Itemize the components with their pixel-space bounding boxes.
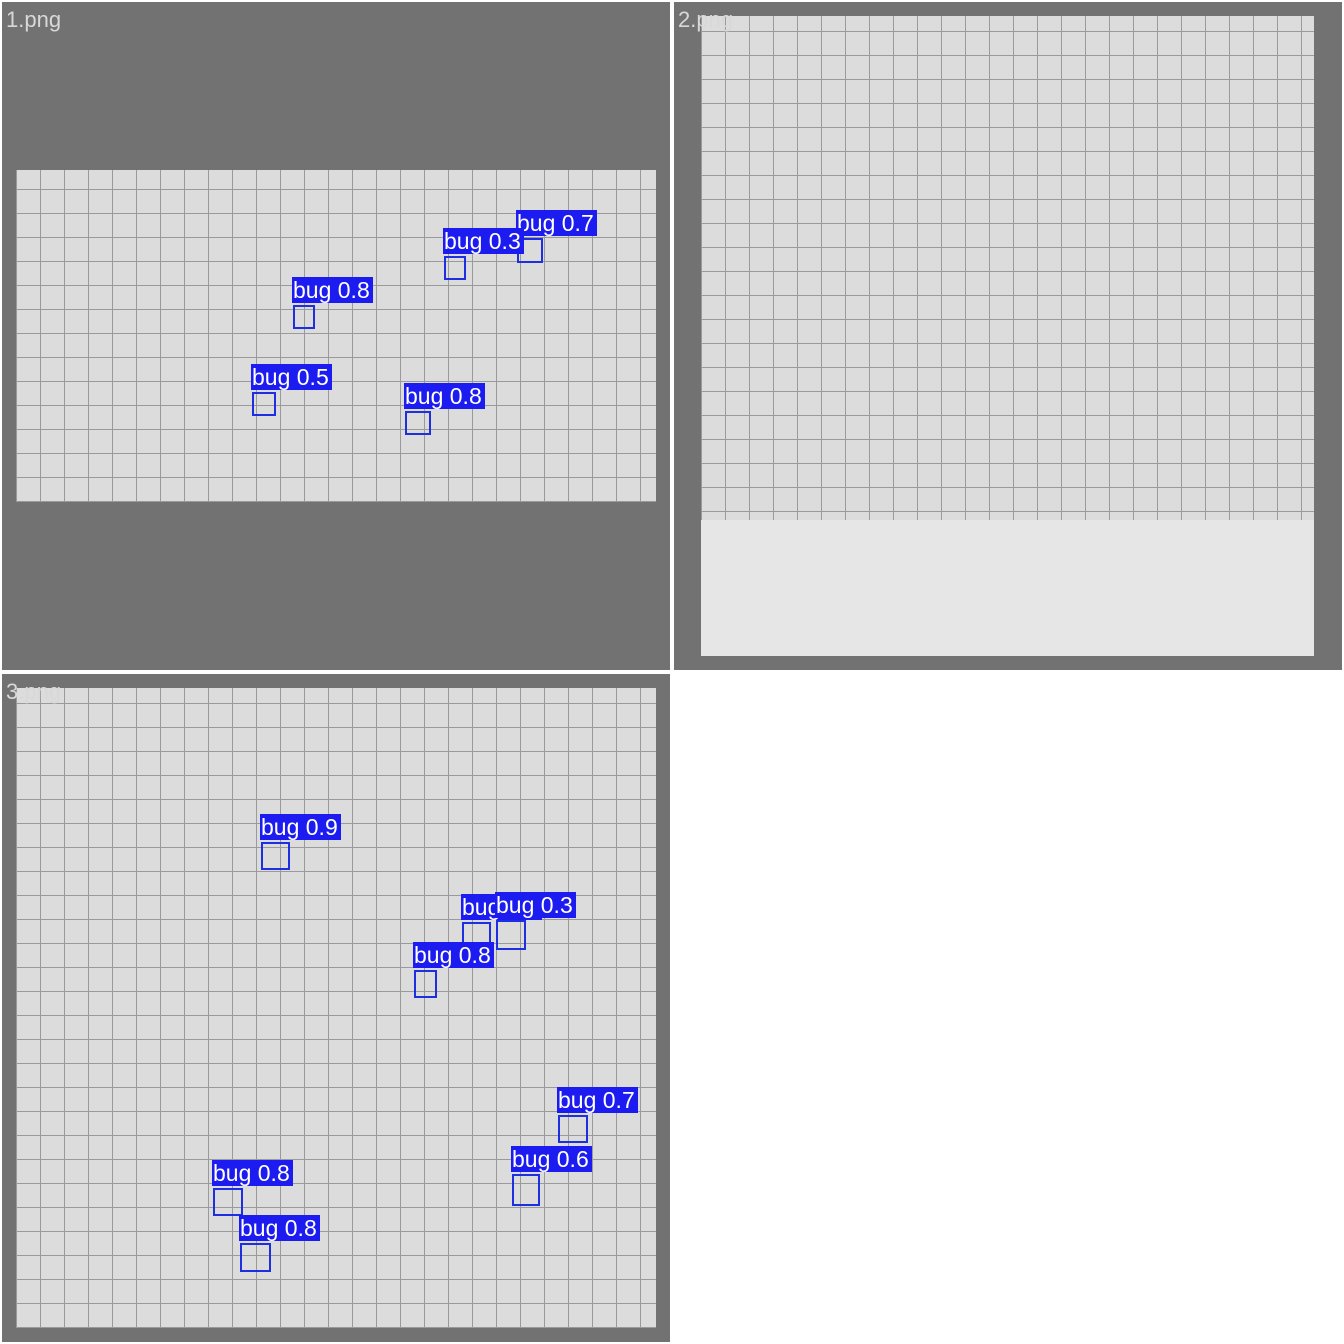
detection-label: bug 0.3 (443, 228, 524, 254)
detection-label: bug 0.5 (251, 364, 332, 390)
detection-label: bug 0.8 (404, 383, 485, 409)
detection-box (444, 256, 466, 280)
detection-label: bug 0.7 (516, 210, 597, 236)
detection-label: bug 0.8 (413, 942, 494, 968)
detection-label: bug 0.6 (511, 1146, 592, 1172)
filename: 1.png (6, 7, 62, 32)
detection-label: bug 0.8 (212, 1160, 293, 1186)
detection-box (252, 392, 276, 416)
detection-box (405, 411, 431, 435)
detection-box (558, 1115, 588, 1143)
detection-label: bug 0.3 (495, 892, 576, 918)
filename: 2.png (678, 7, 734, 32)
detection-box (414, 970, 437, 998)
detection-box (240, 1243, 271, 1272)
detection-box (512, 1174, 540, 1206)
detection-box (293, 305, 315, 329)
detection-box (496, 920, 526, 950)
detection-box (213, 1188, 243, 1216)
detection-label: bug 0.8 (292, 277, 373, 303)
detection-box (261, 842, 290, 870)
photo (16, 688, 656, 1328)
detection-label: bug 0.7 (557, 1087, 638, 1113)
filename: 3.png (6, 679, 62, 704)
detection-label: bug 0.8 (239, 1215, 320, 1241)
paper-footer (701, 520, 1314, 656)
detection-label: bug 0.9 (260, 814, 341, 840)
